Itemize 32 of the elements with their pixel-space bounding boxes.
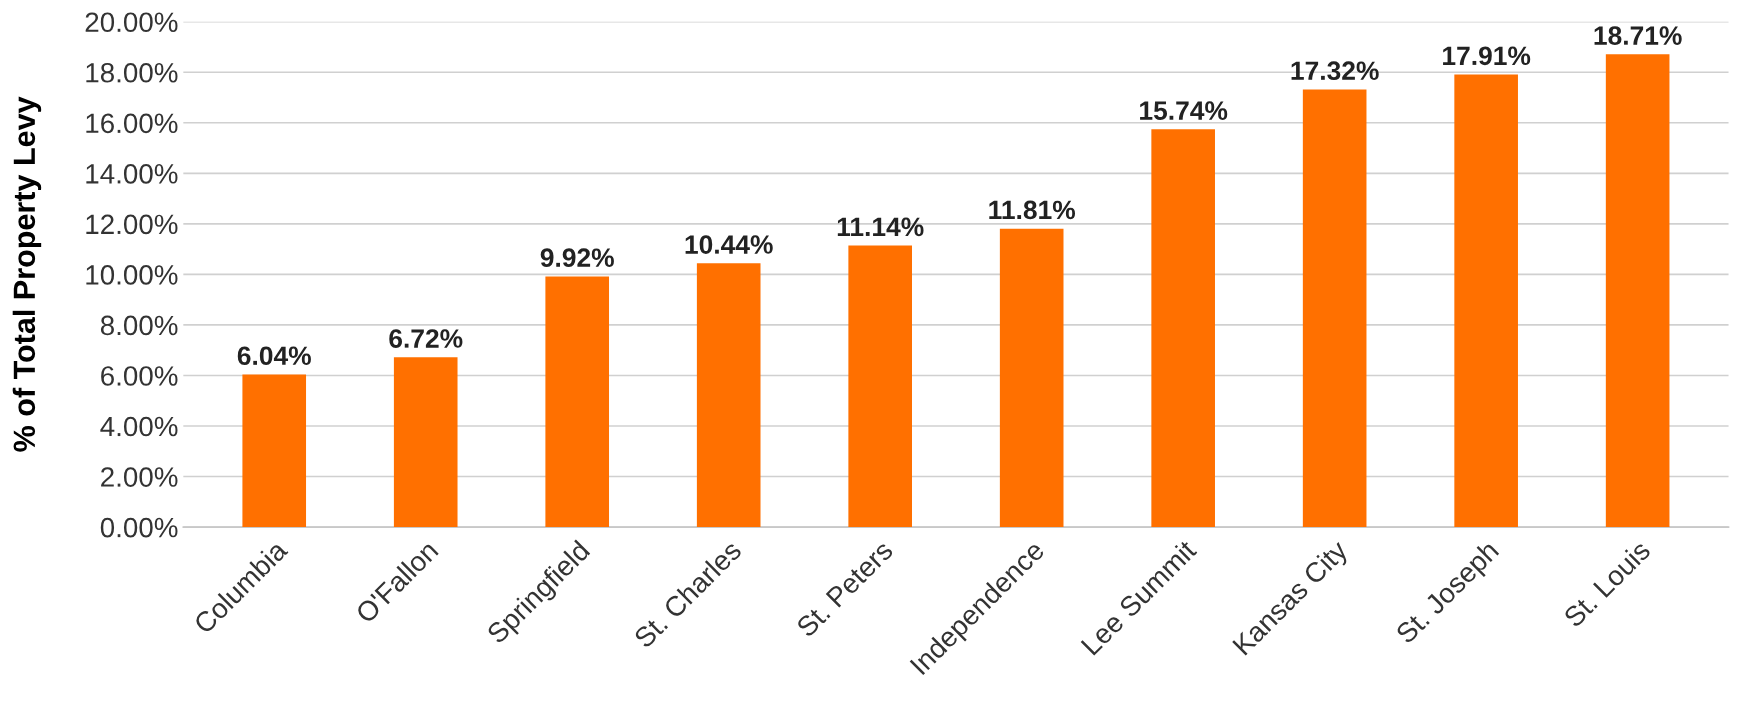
y-tick-label: 4.00%: [100, 416, 178, 437]
bar: [1454, 74, 1518, 528]
data-label: 6.72%: [389, 329, 463, 348]
bar: [848, 245, 912, 528]
data-label: 9.92%: [540, 248, 614, 268]
y-tick-label: 18.00%: [86, 62, 178, 83]
bar: [1605, 54, 1670, 528]
data-label: 17.91%: [1443, 46, 1531, 66]
bar: [999, 228, 1064, 528]
y-tick-label: 8.00%: [100, 315, 178, 336]
bar: [696, 263, 761, 528]
bar: [545, 276, 610, 528]
y-tick-label: 0.00%: [100, 517, 178, 538]
y-tick-label: 14.00%: [86, 163, 178, 184]
bar: [1151, 129, 1215, 528]
y-tick-label: 16.00%: [86, 113, 178, 134]
y-tick-label: 2.00%: [101, 467, 178, 487]
data-label: 6.04%: [237, 346, 311, 366]
bar: [242, 374, 307, 528]
y-tick-label: 6.00%: [101, 366, 178, 386]
y-tick-label: 20.00%: [85, 12, 178, 33]
data-label: 17.32%: [1291, 61, 1379, 81]
data-label: 11.14%: [837, 217, 924, 237]
y-axis-title: % of Total Property Levy: [12, 96, 42, 452]
y-tick-label: 12.00%: [86, 214, 178, 235]
data-label: 18.71%: [1594, 26, 1682, 45]
bar: [1302, 89, 1367, 528]
data-label: 10.44%: [685, 235, 773, 254]
data-label: 11.81%: [989, 200, 1076, 220]
data-label: 15.74%: [1140, 101, 1228, 120]
bar: [393, 357, 458, 528]
y-tick-label: 10.00%: [86, 265, 178, 285]
